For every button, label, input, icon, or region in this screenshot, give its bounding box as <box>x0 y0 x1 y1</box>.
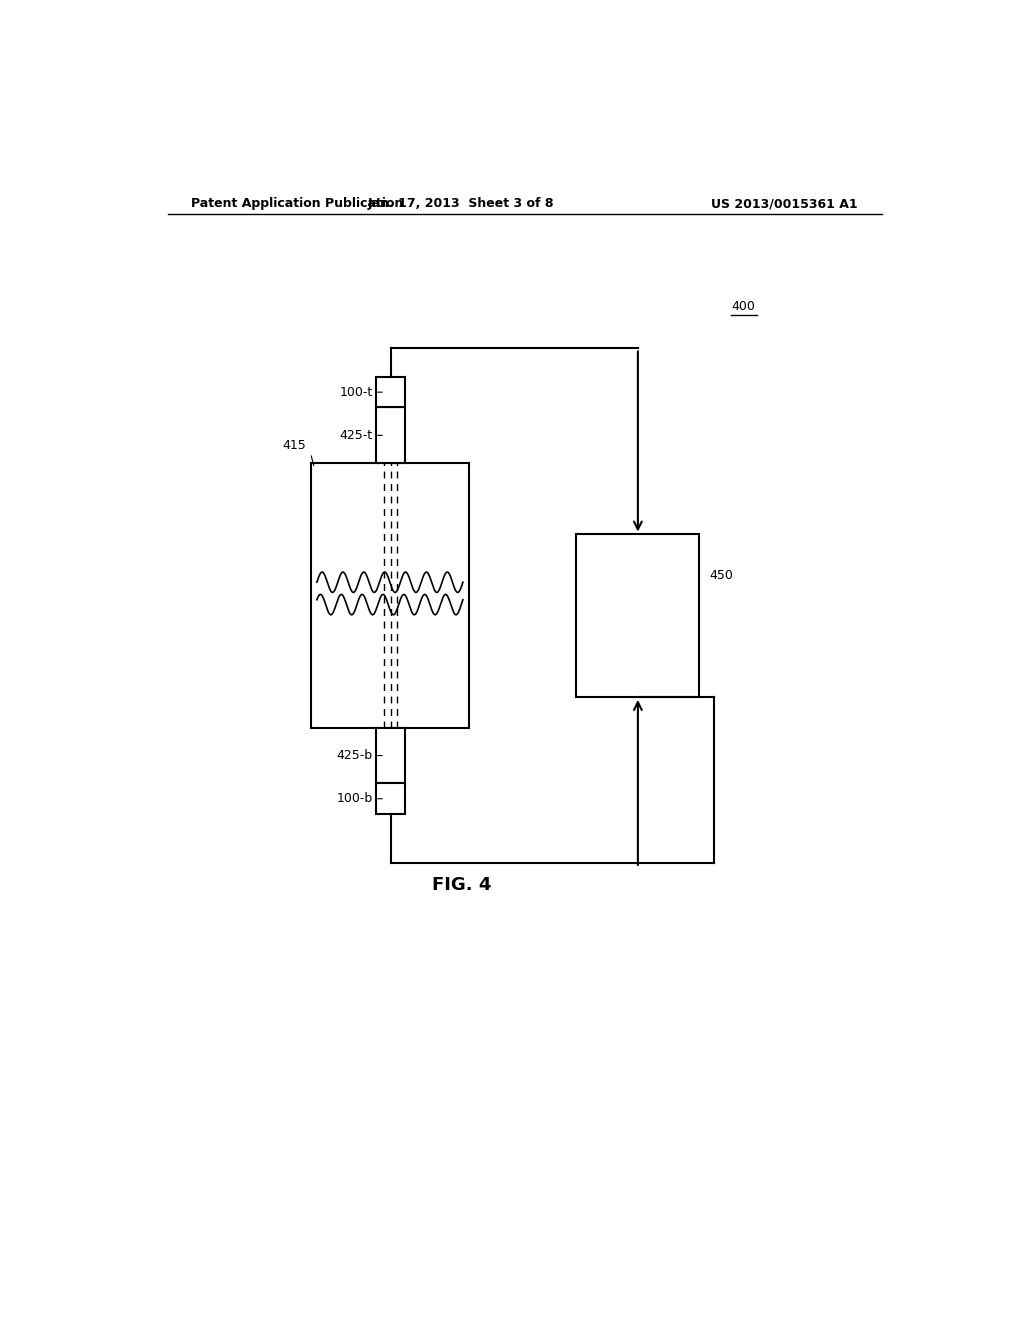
Text: 400: 400 <box>731 300 755 313</box>
Text: 415: 415 <box>283 438 306 451</box>
Text: 425-t: 425-t <box>339 429 373 442</box>
Bar <box>577 535 699 697</box>
Bar <box>377 378 404 408</box>
Text: US 2013/0015361 A1: US 2013/0015361 A1 <box>712 197 858 210</box>
Text: 100-t: 100-t <box>339 385 373 399</box>
Text: Jan. 17, 2013  Sheet 3 of 8: Jan. 17, 2013 Sheet 3 of 8 <box>368 197 555 210</box>
Bar <box>377 727 404 784</box>
Bar <box>377 784 404 814</box>
Text: FIG. 4: FIG. 4 <box>432 876 490 894</box>
Text: Patent Application Publication: Patent Application Publication <box>191 197 403 210</box>
Text: 425-b: 425-b <box>336 748 373 762</box>
Bar <box>377 408 404 463</box>
Text: 450: 450 <box>709 569 733 582</box>
Bar <box>310 463 469 727</box>
Text: 100-b: 100-b <box>336 792 373 805</box>
